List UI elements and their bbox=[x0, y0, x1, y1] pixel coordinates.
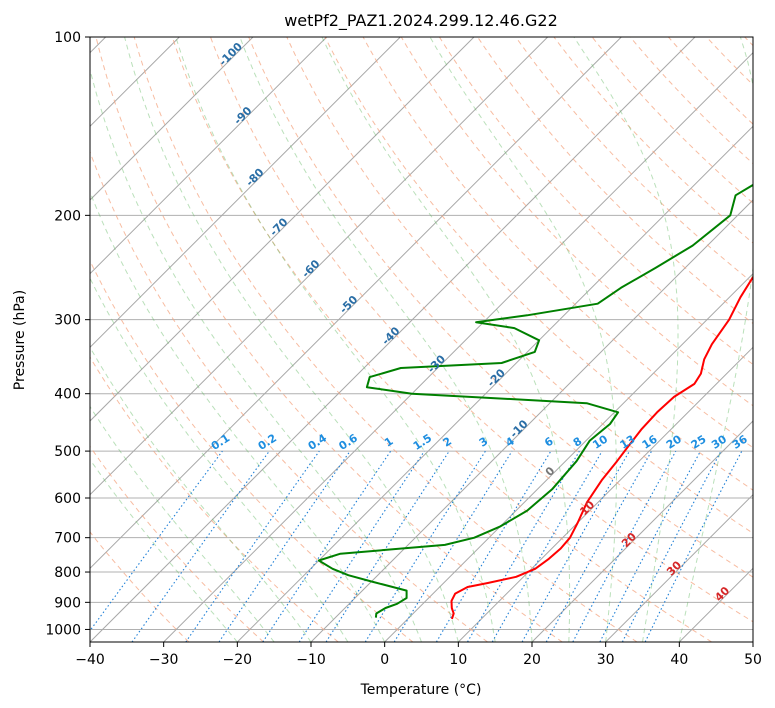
x-tick-label: −20 bbox=[223, 652, 253, 668]
mixing-ratio-line bbox=[393, 450, 513, 642]
x-tick-label: −40 bbox=[75, 652, 105, 668]
dry-adiabat bbox=[438, 37, 753, 366]
isotherm-line bbox=[90, 37, 401, 349]
y-tick-label: 700 bbox=[54, 531, 81, 547]
mixing-ratio-line bbox=[131, 450, 270, 642]
moist-adiabat bbox=[573, 37, 679, 642]
isotherm-line bbox=[90, 37, 622, 570]
profile-line bbox=[450, 275, 753, 620]
y-tick-label: 800 bbox=[54, 565, 81, 581]
isotherm-line bbox=[90, 37, 254, 201]
moist-adiabat bbox=[175, 37, 496, 642]
axis-ticks: −40 −30 −20 −10 0 10 20 30 40 50 100 200 300 400 500 60… bbox=[45, 30, 762, 668]
y-axis-label: Pressure (hPa) bbox=[12, 290, 28, 390]
mixing-ratio-line bbox=[218, 450, 351, 642]
x-tick-label: −10 bbox=[296, 652, 326, 668]
y-tick-label: 600 bbox=[54, 491, 81, 507]
mixing-ratio-line bbox=[185, 450, 320, 642]
y-tick-label: 300 bbox=[54, 313, 81, 329]
moist-adiabat bbox=[239, 37, 533, 642]
y-tick-label: 500 bbox=[54, 444, 81, 460]
moist-adiabat bbox=[321, 37, 571, 642]
x-tick-label: 10 bbox=[449, 652, 467, 668]
moist-adiabat bbox=[429, 37, 617, 642]
dry-adiabat bbox=[362, 37, 753, 449]
dry-adiabat bbox=[210, 37, 753, 623]
moist-adiabat bbox=[90, 346, 312, 642]
x-axis-label: Temperature (°C) bbox=[360, 682, 482, 698]
dry-adiabat bbox=[400, 37, 753, 407]
isotherm-line bbox=[457, 346, 753, 642]
isotherm-line bbox=[90, 37, 696, 642]
isotherm-line bbox=[90, 37, 328, 275]
mixing-ratio-line bbox=[325, 450, 450, 642]
isotherm-line bbox=[531, 420, 753, 642]
y-tick-label: 400 bbox=[54, 387, 81, 403]
background-grid bbox=[90, 37, 753, 642]
moist-adiabat bbox=[90, 190, 386, 642]
sounding-profiles bbox=[317, 183, 753, 620]
dry-adiabat bbox=[324, 37, 753, 491]
dry-adiabat bbox=[286, 37, 753, 534]
chart-title: wetPf2_PAZ1.2024.299.12.46.G22 bbox=[284, 11, 558, 31]
isotherm-line bbox=[163, 51, 753, 642]
moist-adiabat bbox=[90, 277, 349, 642]
isotherm-line bbox=[90, 37, 475, 422]
moist-adiabat bbox=[90, 405, 275, 642]
mixing-ratio-line bbox=[572, 450, 677, 642]
profile-line bbox=[317, 183, 753, 618]
y-tick-label: 200 bbox=[54, 208, 81, 224]
x-tick-label: 50 bbox=[744, 652, 762, 668]
y-tick-label: 1000 bbox=[45, 622, 81, 638]
mixing-ratio-line bbox=[545, 450, 653, 642]
y-tick-label: 100 bbox=[54, 30, 81, 46]
dry-adiabat bbox=[90, 356, 339, 642]
mixing-ratio-line bbox=[521, 450, 630, 642]
mixing-ratio-line bbox=[298, 450, 425, 642]
x-tick-label: 40 bbox=[670, 652, 688, 668]
isotherm-line bbox=[90, 37, 549, 496]
dry-adiabat bbox=[90, 259, 414, 642]
isotherm-line bbox=[752, 641, 753, 642]
x-tick-label: −30 bbox=[149, 652, 179, 668]
dry-adiabat bbox=[90, 531, 190, 642]
x-tick-label: 0 bbox=[380, 652, 389, 668]
mixing-ratio-line bbox=[262, 450, 392, 642]
dry-adiabat bbox=[133, 37, 638, 642]
x-tick-label: 20 bbox=[523, 652, 541, 668]
plot-frame bbox=[89, 36, 754, 643]
isotherm-line bbox=[236, 125, 753, 642]
mixing-ratio-line bbox=[90, 450, 223, 632]
dry-adiabat bbox=[95, 37, 563, 642]
plot-background bbox=[90, 37, 753, 642]
dry-adiabat bbox=[248, 37, 753, 578]
x-tick-label: 30 bbox=[597, 652, 615, 668]
mixing-ratio-line bbox=[644, 450, 743, 642]
isotherm-line bbox=[384, 272, 753, 642]
isotherm-line bbox=[605, 493, 753, 642]
moist-adiabat bbox=[124, 37, 459, 642]
y-tick-label: 900 bbox=[54, 595, 81, 611]
moist-adiabat bbox=[90, 458, 238, 642]
